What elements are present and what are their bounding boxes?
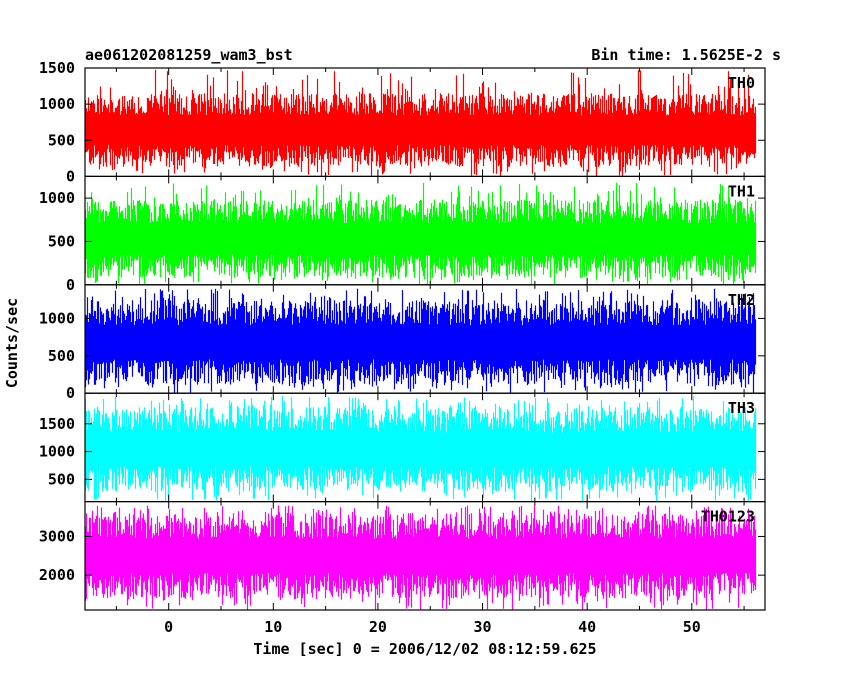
series-trace-th2 [84, 288, 757, 393]
x-tick-label: 10 [264, 618, 282, 636]
y-tick-label: 0 [66, 276, 75, 294]
y-tick-label: 1000 [39, 189, 75, 207]
series-trace-th0123 [84, 505, 757, 610]
y-tick-label: 0 [66, 167, 75, 185]
y-tick-label: 2000 [39, 566, 75, 584]
y-tick-label: 500 [48, 347, 75, 365]
y-tick-label: 1000 [39, 443, 75, 461]
chart-subtitle: Bin time: 1.5625E-2 s [591, 46, 781, 64]
y-axis-label: Counts/sec [3, 298, 21, 388]
y-tick-label: 0 [66, 384, 75, 402]
panel-label-th0: TH0 [728, 74, 755, 92]
y-tick-label: 1000 [39, 95, 75, 113]
panel-th0123: 2000 3000 TH0123 [39, 501, 766, 611]
y-tick-label: 500 [48, 131, 75, 149]
panel-th0: 0 500 1000 1500 TH0 [39, 59, 766, 185]
chart-title: ae061202081259_wam3_bst [85, 46, 293, 64]
x-axis-label: Time [sec] 0 = 2006/12/02 08:12:59.625 [253, 640, 596, 658]
y-tick-label: 3000 [39, 527, 75, 545]
panel-label-th1: TH1 [728, 182, 755, 200]
x-tick-label: 40 [578, 618, 596, 636]
y-tick-label: 1500 [39, 415, 75, 433]
panel-th3: 500 1000 1500 TH3 [39, 392, 766, 503]
x-tick-label: 0 [164, 618, 173, 636]
panel-th1: 0 500 1000 TH1 [39, 175, 766, 294]
x-tick-label: 50 [683, 618, 701, 636]
x-tick-label: 30 [474, 618, 492, 636]
y-tick-label: 500 [48, 470, 75, 488]
series-trace-th3 [84, 396, 757, 502]
x-tick-label: 20 [369, 618, 387, 636]
panel-label-th3: TH3 [728, 399, 755, 417]
panel-th2: 0 500 1000 TH2 [39, 284, 766, 402]
series-trace-th1 [84, 182, 757, 285]
panel-frame [84, 501, 766, 611]
y-tick-label: 500 [48, 232, 75, 250]
panel-label-th0123: TH0123 [701, 508, 755, 526]
panel-label-th2: TH2 [728, 291, 755, 309]
y-tick-label: 1500 [39, 59, 75, 77]
y-tick-label: 1000 [39, 309, 75, 327]
series-trace-th0 [84, 69, 757, 177]
